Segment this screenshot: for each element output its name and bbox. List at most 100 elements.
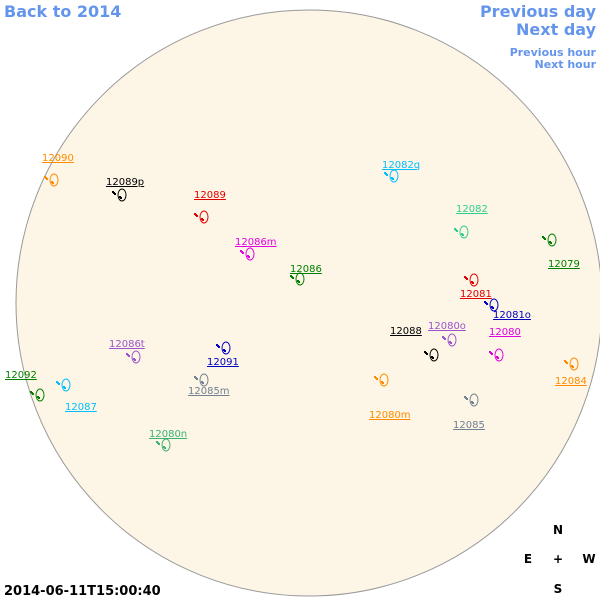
sunspot [32,393,34,395]
sunspot [158,443,160,445]
sunspot-contour [447,333,457,347]
sunspot [58,383,60,385]
sunspot [486,303,488,305]
compass-center: + [553,552,563,566]
sunspot [202,382,204,384]
compass-east: E [524,552,532,566]
sunspot-contour [389,169,399,183]
sunspot [248,256,250,258]
sunspot-contour [49,173,59,187]
region-label[interactable]: 12086m [235,237,277,248]
region-label[interactable]: 12079 [548,259,580,270]
sunspot-contour [489,298,499,312]
region-label[interactable]: 12082q [382,160,420,171]
region-label[interactable]: 12080 [489,327,521,338]
sunspot [292,277,294,279]
sunspot-contour [469,393,479,407]
compass-north: N [553,523,563,537]
sunspot [128,355,130,357]
sunspot [64,387,66,389]
sunspot [432,357,434,359]
sunspot-contour [429,348,439,362]
next-hour-link[interactable]: Next hour [535,58,597,71]
sunspot [52,182,54,184]
region-label[interactable]: 12080m [369,410,411,421]
sunspot [497,357,499,359]
sunspot-contour [131,350,141,364]
previous-day-link[interactable]: Previous day [480,2,597,21]
solar-disk [15,9,600,597]
sunspot-contour [61,378,71,392]
sunspot-contour [459,225,469,239]
region-label[interactable]: 12086t [109,339,145,350]
sunspot [456,230,458,232]
sunspot-contour [379,373,389,387]
sunspot [164,447,166,449]
sunspot [120,197,122,199]
sunspot [196,215,198,217]
sunspot [134,359,136,361]
sunspot-contour [494,348,504,362]
previous-hour-link[interactable]: Previous hour [510,46,597,59]
sunspot-contour [245,247,255,261]
region-label[interactable]: 12092 [5,370,37,381]
sunspot-contour [161,438,171,452]
sunspot-contour [117,188,127,202]
sunspot [472,402,474,404]
sunspot-contour [199,210,209,224]
next-day-link[interactable]: Next day [516,20,597,39]
region-label[interactable]: 12082 [456,204,488,215]
region-label[interactable]: 12084 [555,376,587,387]
sunspot [202,219,204,221]
sunspot-contour [569,357,579,371]
sunspot [466,398,468,400]
sunspot [492,307,494,309]
sunspot [450,342,452,344]
sunspot [46,178,48,180]
region-label[interactable]: 12085m [188,386,230,397]
sunspot [376,378,378,380]
region-label[interactable]: 12090 [42,153,74,164]
sunspot [242,252,244,254]
region-label[interactable]: 12089 [194,190,226,201]
sunspot [382,382,384,384]
sunspot-contour [199,373,209,387]
region-label[interactable]: 12089p [106,177,144,188]
timestamp: 2014-06-11T15:00:40 [4,584,161,599]
sunspot [38,397,40,399]
sunspot [572,366,574,368]
region-label[interactable]: 12080n [149,429,187,440]
region-label[interactable]: 12088 [390,326,422,337]
sunspot-contour [221,341,231,355]
region-label[interactable]: 12085 [453,420,485,431]
sunspot-contour [295,272,305,286]
region-label[interactable]: 12091 [207,357,239,368]
sunspot [224,350,226,352]
region-label[interactable]: 12080o [428,321,466,332]
sunspot [491,353,493,355]
back-link[interactable]: Back to 2014 [4,2,121,21]
sunspot-contour [469,273,479,287]
sunspot [462,234,464,236]
sunspot [550,242,552,244]
region-label[interactable]: 12081o [493,310,531,321]
sunspot [392,178,394,180]
sunspot [114,193,116,195]
region-label[interactable]: 12087 [65,402,97,413]
sunspot [196,378,198,380]
sunspot-contour [35,388,45,402]
region-label[interactable]: 12081 [460,289,492,300]
sunspot [444,338,446,340]
sunspot [218,346,220,348]
sunspot [298,281,300,283]
compass-west: W [582,552,595,566]
sunspot [544,238,546,240]
sunspot [472,282,474,284]
sunspot [466,278,468,280]
sunspot [566,362,568,364]
compass-south: S [554,582,563,596]
region-label[interactable]: 12086 [290,264,322,275]
sunspot [426,353,428,355]
sunspot [386,174,388,176]
